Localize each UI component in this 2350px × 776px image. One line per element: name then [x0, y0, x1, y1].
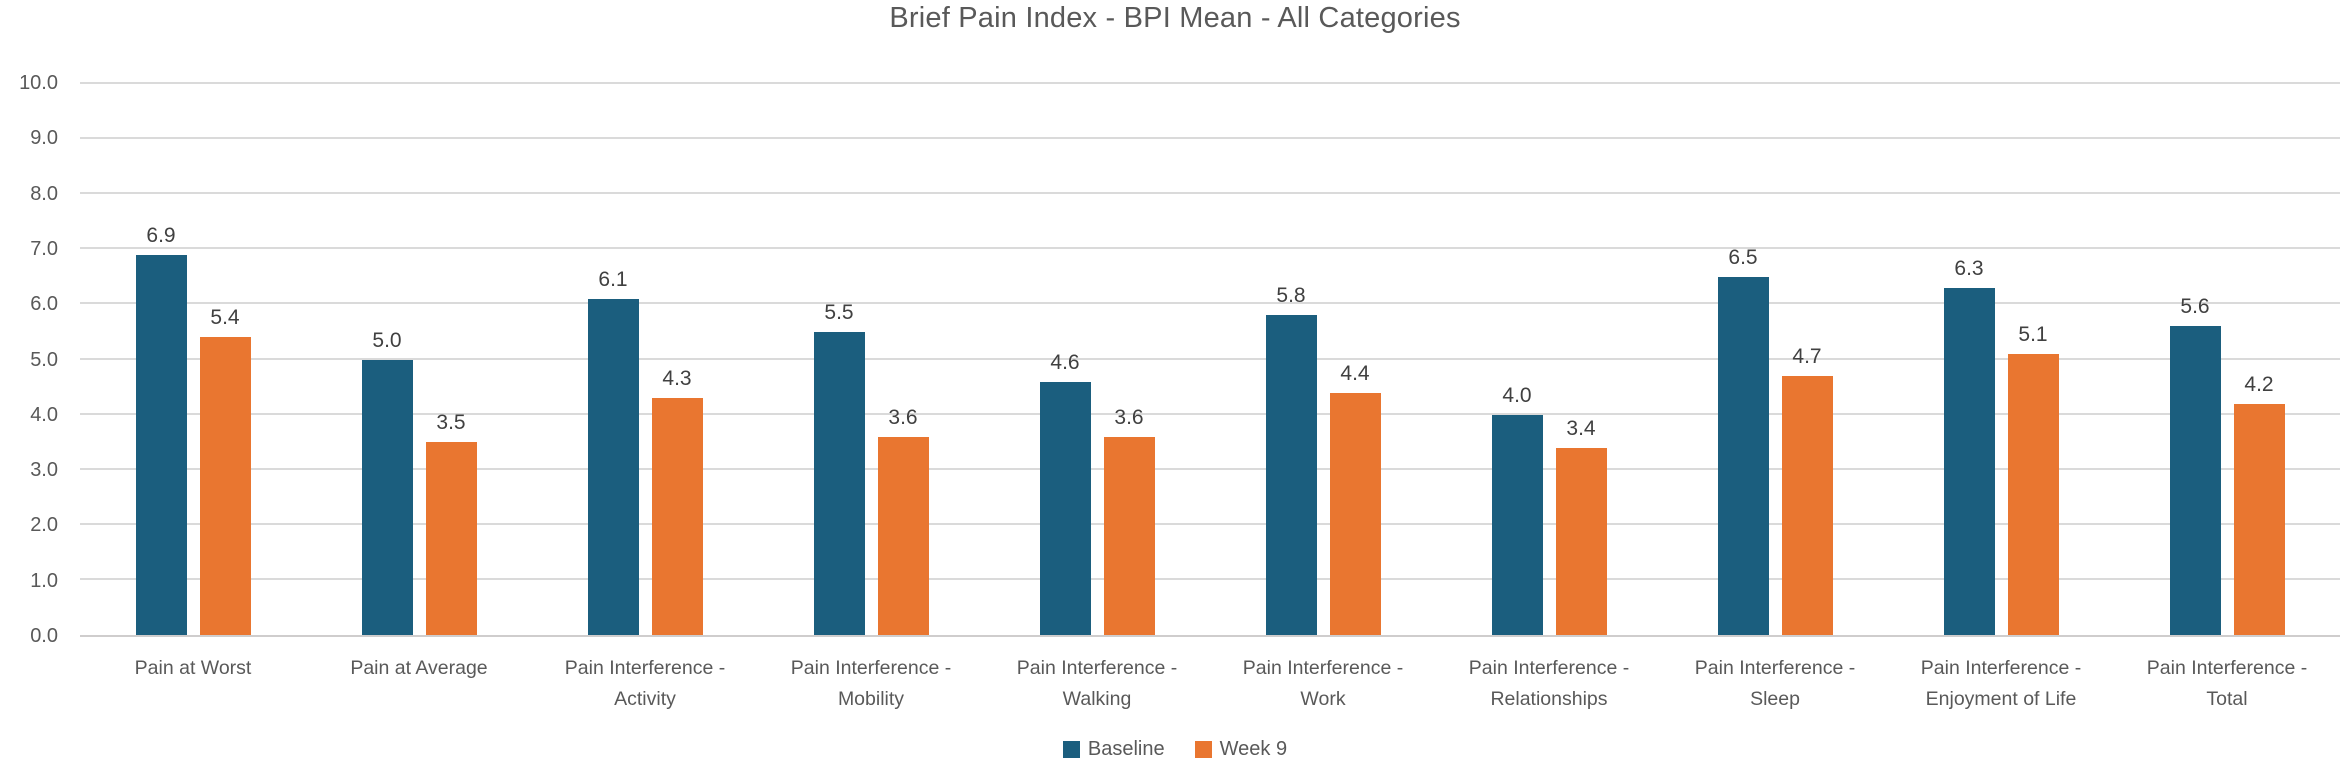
bar-group: 6.9 5.4 [80, 84, 306, 635]
y-tick-label: 1.0 [30, 569, 58, 592]
bar-baseline: 6.3 [1943, 257, 1995, 635]
gridline [80, 522, 2340, 525]
bar-value-label: 5.5 [824, 300, 854, 324]
bar-baseline: 5.8 [1265, 284, 1317, 635]
category-label: Pain Interference - Relationships [1468, 657, 1630, 710]
bar-value-label: 6.3 [1954, 256, 1984, 280]
bar-value-label: 5.6 [2180, 295, 2210, 319]
x-axis-labels: Pain at Worst Pain at Average Pain Interfe… [80, 653, 2340, 715]
gridline [80, 357, 2340, 360]
legend-label: Week 9 [1219, 738, 1288, 760]
gridline [80, 137, 2340, 140]
chart-title: Brief Pain Index - BPI Mean - All Catego… [889, 2, 1461, 34]
bar-value-label: 3.5 [436, 411, 466, 435]
category-label: Pain Interference - Enjoyment of Life [1920, 657, 2082, 710]
legend-swatch-icon [1062, 741, 1080, 758]
y-tick-label: 8.0 [30, 182, 58, 205]
bar-value-label: 4.2 [2244, 372, 2274, 396]
bar-group: 5.0 3.5 [306, 84, 532, 635]
bar-baseline: 4.6 [1039, 351, 1091, 635]
bar-group: 6.1 4.3 [532, 84, 758, 635]
bar-week-9: 5.1 [2007, 323, 2059, 635]
legend-item: Week 9 [1194, 738, 1288, 761]
gridline [80, 82, 2340, 84]
bar-value-label: 6.5 [1728, 245, 1758, 269]
bar-baseline: 4.0 [1491, 384, 1543, 635]
bar-group: 6.3 5.1 [1888, 84, 2114, 635]
bar-value-label: 5.4 [210, 306, 240, 330]
gridline [80, 467, 2340, 470]
bar-group: 5.8 4.4 [1210, 84, 1436, 635]
legend-item: Baseline [1062, 738, 1165, 761]
bar-baseline: 5.5 [813, 301, 865, 635]
y-tick-label: 3.0 [30, 459, 58, 482]
bar-week-9: 4.4 [1329, 362, 1381, 635]
bar-week-9: 3.4 [1555, 417, 1607, 635]
plot-area: 6.9 5.4 5.0 3.5 6.1 4.3 5.5 3.6 4.6 3.6 5.8 4.4 4.0 3… [80, 82, 2340, 637]
bar-value-label: 5.8 [1276, 284, 1306, 308]
gridline [80, 247, 2340, 250]
bar-value-label: 3.6 [888, 405, 918, 429]
bar-value-label: 4.4 [1340, 361, 1370, 385]
bar-week-9: 4.3 [651, 367, 703, 635]
y-tick-label: 6.0 [30, 293, 58, 316]
bar-value-label: 5.0 [372, 328, 402, 352]
bar-value-label: 4.6 [1050, 350, 1080, 374]
category-label: Pain Interference - Sleep [1694, 657, 1856, 710]
bar-group: 6.5 4.7 [1662, 84, 1888, 635]
gridline [80, 192, 2340, 195]
bar-group: 5.6 4.2 [2114, 84, 2340, 635]
bar-value-label: 6.1 [598, 267, 628, 291]
y-tick-label: 0.0 [30, 625, 58, 647]
bar-value-label: 5.1 [2018, 323, 2048, 346]
y-tick-label: 9.0 [30, 127, 58, 150]
category-label: Pain Interference - Activity [564, 657, 726, 710]
gridline [80, 412, 2340, 415]
category-label: Pain Interference - Total [2146, 657, 2308, 710]
y-tick-label: 5.0 [30, 348, 58, 371]
legend: Baseline Week 9 [0, 738, 2350, 761]
bar-value-label: 4.7 [1792, 345, 1822, 369]
y-tick-label: 10.0 [19, 72, 58, 94]
bar-week-9: 3.6 [877, 406, 929, 635]
bar-group: 5.5 3.6 [758, 84, 984, 635]
gridline [80, 302, 2340, 305]
bar-week-9: 5.4 [199, 306, 251, 635]
bar-baseline: 6.9 [135, 224, 187, 635]
y-tick-label: 7.0 [30, 237, 58, 260]
bar-baseline: 5.6 [2169, 295, 2221, 635]
bar-value-label: 4.0 [1502, 383, 1532, 407]
bar-baseline: 6.1 [587, 268, 639, 635]
bar-baseline: 5.0 [361, 329, 413, 635]
y-tick-label: 2.0 [30, 514, 58, 537]
gridline [80, 577, 2340, 580]
category-label: Pain Interference - Mobility [790, 657, 952, 710]
category-label: Pain Interference - Work [1242, 657, 1404, 710]
bar-week-9: 4.2 [2233, 373, 2285, 635]
bar-week-9: 3.6 [1103, 406, 1155, 635]
bar-value-label: 3.6 [1114, 405, 1144, 429]
legend-label: Baseline [1087, 738, 1165, 760]
bar-value-label: 4.3 [662, 367, 692, 391]
y-tick-label: 4.0 [30, 403, 58, 426]
bar-value-label: 6.9 [146, 223, 176, 247]
bar-week-9: 3.5 [425, 411, 477, 635]
bar-groups: 6.9 5.4 5.0 3.5 6.1 4.3 5.5 3.6 4.6 3.6 5.8 4.4 4.0 3… [80, 84, 2340, 635]
legend-swatch-icon [1194, 741, 1212, 758]
category-label: Pain Interference - Walking [1016, 657, 1178, 710]
bar-value-label: 3.4 [1566, 416, 1596, 440]
bar-group: 4.6 3.6 [984, 84, 1210, 635]
category-label: Pain at Worst [134, 657, 252, 679]
category-label: Pain at Average [350, 657, 488, 679]
bar-week-9: 4.7 [1781, 345, 1833, 635]
bar-group: 4.0 3.4 [1436, 84, 1662, 635]
bar-baseline: 6.5 [1717, 246, 1769, 635]
